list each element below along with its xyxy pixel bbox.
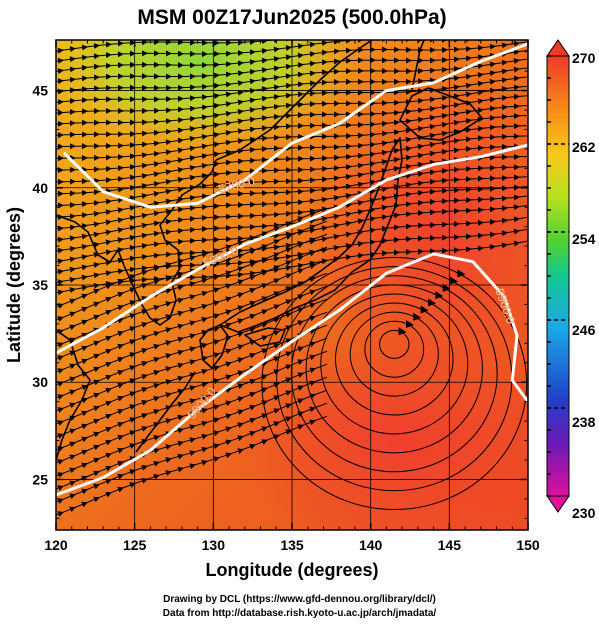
colorbar: 270 262 254 246 238 230 — [546, 39, 596, 521]
colorbar-tick-label: 246 — [572, 322, 596, 338]
gyre-streamline — [320, 293, 469, 435]
y-axis-label: Latitude (degrees) — [4, 207, 24, 363]
x-tick-label: 130 — [202, 537, 226, 553]
x-tick-label: 125 — [123, 537, 147, 553]
y-tick-label: 40 — [32, 180, 48, 196]
colorbar-bottom-arrow — [546, 495, 570, 513]
x-axis: 120 125 130 135 140 145 150 — [44, 40, 540, 553]
height-contour — [56, 143, 528, 355]
y-tick-label: 35 — [32, 277, 48, 293]
gyre-streamline — [290, 275, 498, 473]
x-tick-label: 150 — [516, 537, 540, 553]
gyre-streamline — [349, 311, 439, 397]
gyre-arrowhead — [420, 305, 429, 314]
colorbar-tick-label: 254 — [572, 231, 596, 247]
gyre-arrowhead — [457, 269, 466, 278]
gyre-streamline — [364, 320, 425, 378]
gyre-streamline — [379, 329, 410, 359]
gyre-arrowhead — [405, 319, 414, 328]
credit-drawing: Drawing by DCL (https://www.gfd-dennou.o… — [163, 594, 436, 605]
x-tick-label: 145 — [438, 537, 462, 553]
x-axis-label: Longitude (degrees) — [205, 560, 378, 580]
gyre-arrowhead — [442, 283, 451, 292]
y-tick-label: 30 — [32, 374, 48, 390]
figure-title: MSM 00Z17Jun2025 (500.0hPa) — [137, 6, 446, 29]
colorbar-min-label: 230 — [572, 505, 596, 521]
gyre-streamline — [305, 284, 483, 454]
gyre-arrowhead — [450, 276, 459, 285]
gyre-arrowhead — [435, 291, 444, 300]
gyre-streamline — [261, 257, 528, 511]
warm-air-region-south — [230, 330, 528, 530]
gyre-arrowhead — [413, 312, 422, 321]
height-contour — [56, 252, 528, 497]
wind-streamlines — [56, 40, 528, 518]
colorbar-top-arrow — [546, 39, 570, 57]
x-tick-label: 135 — [280, 537, 304, 553]
gyre-arrowhead — [398, 327, 407, 336]
y-tick-label: 45 — [32, 83, 48, 99]
y-tick-label: 25 — [32, 471, 48, 487]
gyre-arrowhead — [428, 298, 437, 307]
colorbar-max-label: 270 — [572, 50, 596, 66]
colorbar-tick-label: 262 — [572, 139, 596, 155]
credit-data: Data from http://database.rish.kyoto-u.a… — [162, 608, 437, 619]
height-contour — [62, 42, 528, 209]
gyre-streamline — [334, 302, 454, 416]
x-tick-label: 120 — [44, 537, 68, 553]
colorbar-tick-label: 238 — [572, 414, 596, 430]
colorbar-ticks — [547, 55, 569, 497]
y-axis: 25 30 35 40 45 — [32, 51, 528, 519]
streamline — [56, 415, 328, 518]
x-tick-label: 140 — [359, 537, 383, 553]
